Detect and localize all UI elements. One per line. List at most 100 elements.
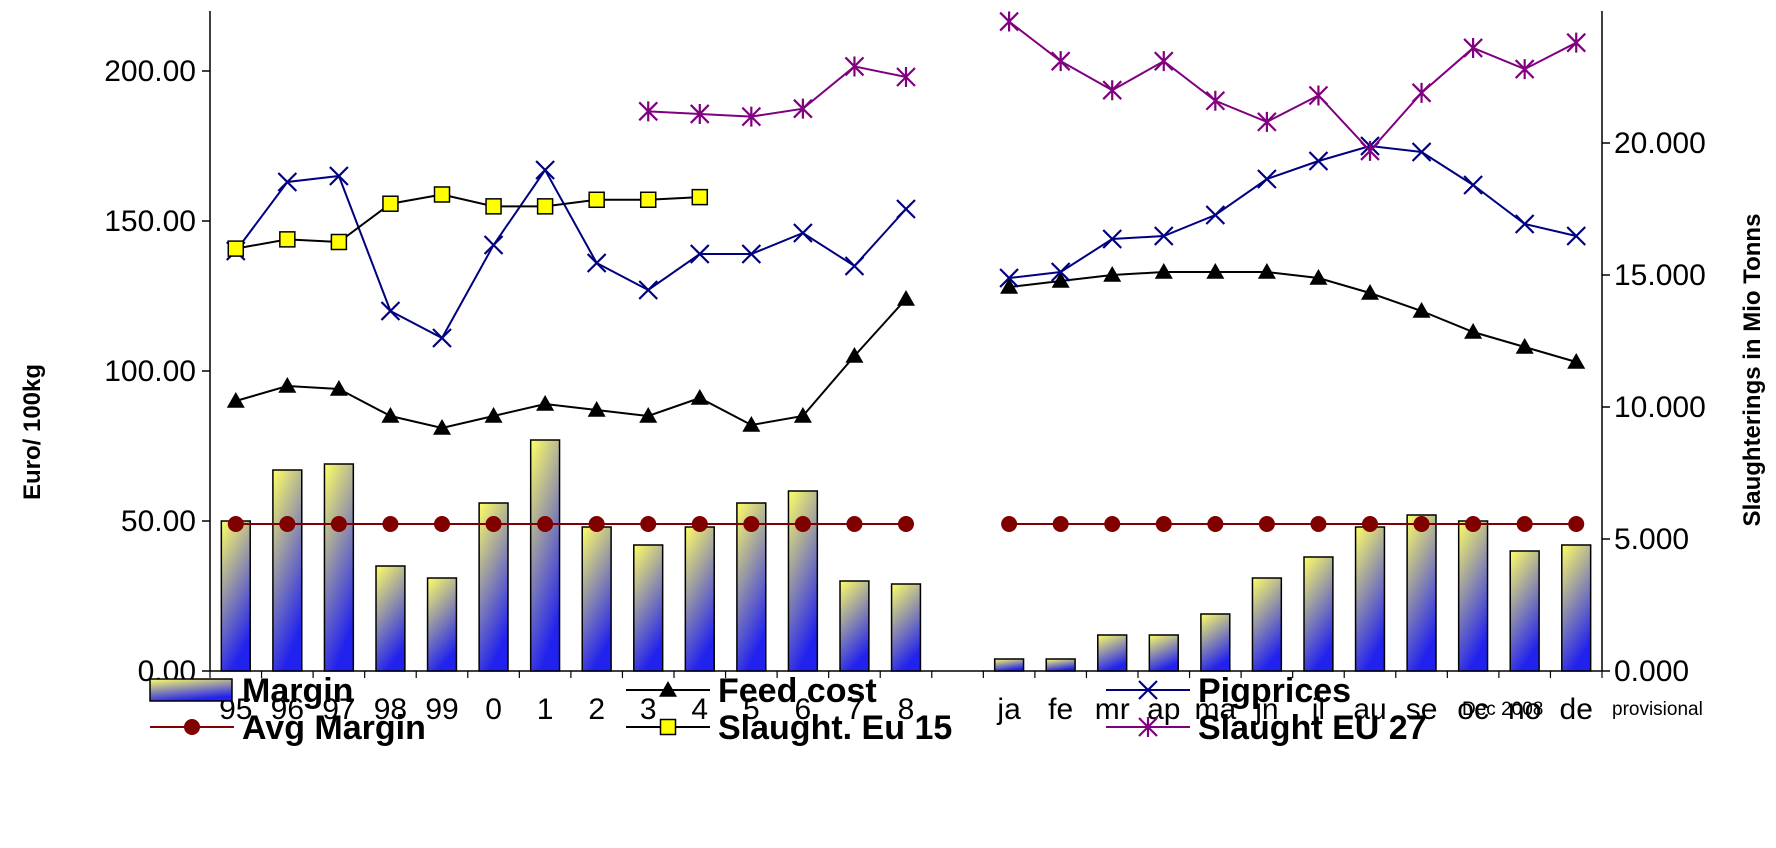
- pigprices-point: [741, 244, 762, 264]
- slaught-eu-15-point: [536, 198, 554, 215]
- margin-bar: [1303, 556, 1334, 672]
- pigprices-line: [1008, 144, 1577, 279]
- feed-cost-point: [639, 407, 658, 423]
- avg-margin-point: [1310, 516, 1327, 532]
- legend-item-margin: Margin: [149, 672, 353, 710]
- x-tick-label: ap: [1147, 693, 1180, 726]
- pigprices-point: [1257, 169, 1277, 189]
- slaught-eu-27-point: [1411, 82, 1432, 103]
- slaught-eu-27-line: [1008, 20, 1577, 153]
- y2-tick-label: 20.000: [1614, 127, 1706, 160]
- avg-margin-point: [1465, 516, 1482, 532]
- avg-margin-point: [1362, 516, 1378, 532]
- feed-cost-point: [1257, 263, 1276, 279]
- avg-margin-point: [485, 516, 502, 532]
- pigprices-point: [844, 256, 865, 276]
- pigprices-point: [1514, 214, 1535, 234]
- avg-margin-point: [1104, 516, 1121, 532]
- pigprices-point: [432, 328, 452, 348]
- x-tick-label: 0: [485, 693, 502, 726]
- x-tick-label: 98: [374, 693, 407, 726]
- slaught-eu-27-point: [1514, 59, 1535, 80]
- feed-cost-point: [742, 416, 761, 432]
- avg-margin-point: [1207, 516, 1224, 532]
- margin-bar: [1251, 577, 1283, 672]
- y-tick-label: 100.00: [104, 355, 196, 388]
- margin-bar: [1354, 526, 1386, 672]
- slaught-eu-27-point: [999, 11, 1019, 32]
- slaught-eu-15-point: [330, 233, 348, 251]
- x-tick-label: de: [1560, 693, 1593, 726]
- slaught-eu-27-point: [1257, 111, 1277, 132]
- pigprices-point: [1308, 151, 1329, 171]
- plot-area: 0.0050.00100.00150.00200.000.0005.00010.…: [104, 11, 1706, 726]
- x-tick-label: 96: [271, 693, 304, 726]
- x-tick-label: 8: [898, 693, 915, 726]
- slaught-eu-27-point: [1050, 51, 1071, 72]
- margin-bar: [426, 577, 458, 672]
- slaught-eu-27-point: [1360, 140, 1380, 161]
- feed-cost-point: [1000, 278, 1019, 294]
- feed-cost-line: [235, 298, 907, 430]
- margin-bar: [1509, 550, 1540, 672]
- avg-margin-point: [743, 516, 760, 532]
- y-tick-label: 50.00: [121, 505, 196, 538]
- pigprices-point: [483, 235, 504, 255]
- x-tick-label: oc: [1457, 693, 1489, 726]
- slaught-eu-15-line: [235, 193, 700, 250]
- avg-margin-point: [691, 516, 708, 532]
- legend-marker: [1138, 717, 1158, 737]
- slaught-eu-15-point: [279, 231, 296, 248]
- feed-cost-point: [381, 407, 400, 423]
- feed-cost-point: [897, 290, 915, 306]
- slaught-eu-15-point: [639, 191, 657, 209]
- avg-margin-point: [1516, 516, 1533, 532]
- legend-item-slaught-eu-27: Slaught EU 27: [1106, 709, 1427, 747]
- y2-tick-label: 15.000: [1614, 259, 1706, 292]
- slaught-eu-27-point: [638, 101, 658, 122]
- slaught-eu-27-point: [690, 103, 710, 124]
- avg-margin-point: [794, 516, 811, 532]
- x-tick-label: 7: [846, 693, 863, 726]
- feed-cost-point: [536, 395, 555, 411]
- pigprices-point: [690, 244, 710, 264]
- pigprices-point: [793, 223, 813, 243]
- feed-cost-point: [226, 392, 245, 408]
- pigprices-point: [1566, 226, 1586, 246]
- note-status: provisional: [1612, 699, 1703, 720]
- margin-bar: [633, 544, 664, 672]
- margin-bar: [1457, 520, 1489, 672]
- avg-margin-point: [588, 516, 605, 532]
- slaught-eu-15-point: [433, 186, 451, 203]
- slaught-eu-27-point: [1463, 37, 1483, 58]
- feed-cost-point: [1567, 353, 1586, 369]
- y2-tick-label: 5.000: [1614, 523, 1689, 556]
- pigprices-point: [277, 172, 298, 192]
- avg-margin-point: [330, 516, 347, 532]
- x-tick-label: 4: [691, 693, 708, 726]
- margin-bar: [581, 526, 612, 672]
- margin-bar: [1045, 658, 1076, 672]
- pigprices-point: [1050, 262, 1071, 282]
- feed-cost-point: [1154, 263, 1173, 279]
- legend-marker: [659, 718, 677, 736]
- feed-cost-point: [329, 380, 348, 396]
- feed-cost-point: [1051, 272, 1070, 288]
- x-tick-label: jn: [1254, 693, 1278, 726]
- margin-bar: [1200, 613, 1231, 672]
- feed-cost-point: [484, 407, 503, 423]
- x-tick-label: 1: [537, 693, 554, 726]
- avg-margin-point: [1568, 516, 1585, 532]
- slaught-eu-15-point: [691, 188, 709, 206]
- slaught-eu-15-point: [382, 195, 399, 212]
- pigprices-point: [586, 253, 607, 273]
- x-tick-label: 99: [425, 693, 458, 726]
- legend-label: Pigprices: [1198, 672, 1351, 710]
- slaught-eu-27-line: [648, 65, 907, 118]
- avg-margin-point: [537, 516, 554, 532]
- feed-cost-point: [278, 377, 297, 393]
- pigprices-point: [896, 199, 916, 219]
- slaught-eu-15-point: [227, 240, 245, 257]
- feed-cost-point: [1412, 302, 1431, 318]
